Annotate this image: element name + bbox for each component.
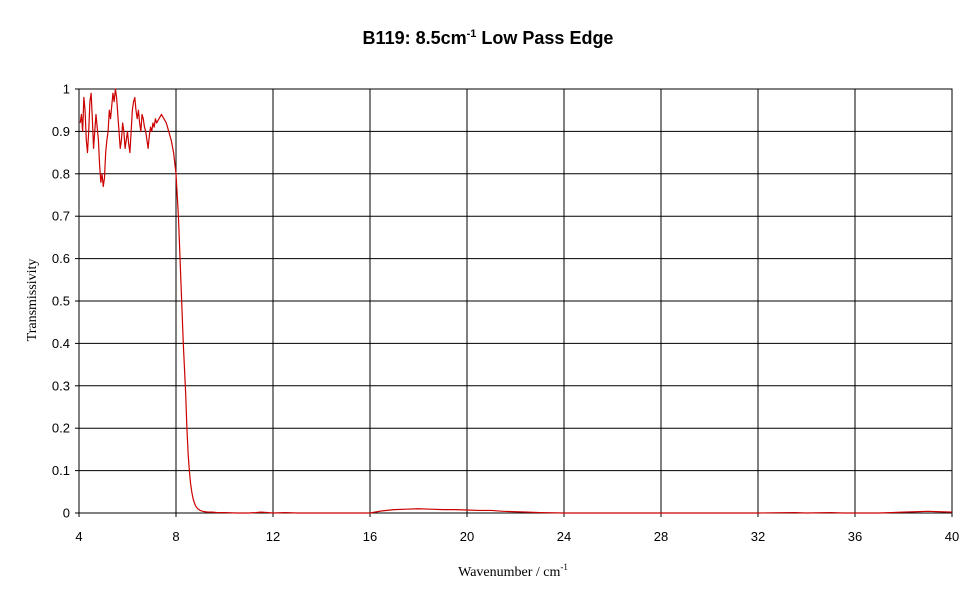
x-tick-label: 28 <box>654 529 668 544</box>
y-tick-label: 0.3 <box>52 378 70 393</box>
x-axis-ticks: 4 8 12 16 20 24 28 32 36 40 <box>75 513 959 544</box>
x-tick-label: 4 <box>75 529 82 544</box>
chart-title: B119: 8.5cm-1 Low Pass Edge <box>363 28 614 48</box>
y-tick-label: 0.4 <box>52 336 70 351</box>
y-tick-label: 0.9 <box>52 124 70 139</box>
y-tick-label: 0.6 <box>52 251 70 266</box>
y-tick-label: 0.5 <box>52 294 70 309</box>
y-tick-label: 0.8 <box>52 166 70 181</box>
y-axis-label: Transmissivity <box>25 259 40 342</box>
series-line-transmissivity <box>79 88 953 514</box>
x-tick-label: 36 <box>848 529 862 544</box>
y-tick-label: 0.7 <box>52 209 70 224</box>
x-tick-label: 20 <box>460 529 474 544</box>
x-tick-label: 40 <box>945 529 959 544</box>
y-axis-ticks: 0 0.1 0.2 0.3 0.4 0.5 0.6 0.7 0.8 0.9 1 <box>52 82 79 521</box>
x-tick-label: 16 <box>363 529 377 544</box>
y-tick-label: 0.2 <box>52 421 70 436</box>
y-tick-label: 1 <box>63 82 70 97</box>
x-tick-label: 24 <box>557 529 571 544</box>
x-tick-label: 12 <box>266 529 280 544</box>
y-tick-label: 0 <box>63 506 70 521</box>
x-axis-label: Wavenumber / cm-1 <box>458 562 568 580</box>
x-tick-label: 8 <box>172 529 179 544</box>
x-tick-label: 32 <box>751 529 765 544</box>
y-tick-label: 0.1 <box>52 463 70 478</box>
